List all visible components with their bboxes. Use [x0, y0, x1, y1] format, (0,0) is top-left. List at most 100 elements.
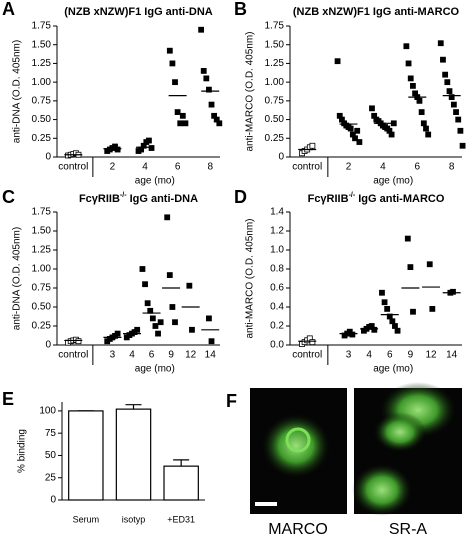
panel-letter: F: [226, 391, 237, 411]
x-tick-label: 4: [142, 162, 148, 173]
data-point: [155, 330, 161, 337]
cell-ring: [285, 427, 311, 453]
y-tick-label: 1.25: [32, 58, 52, 69]
data-point: [450, 288, 456, 295]
x-tick-label: 4: [129, 350, 135, 361]
y-tick-label: 0.2: [270, 321, 284, 332]
y-tick-label: 0.75: [32, 95, 52, 106]
cell: [262, 414, 330, 478]
data-point: [200, 68, 207, 74]
data-point: [450, 101, 457, 108]
data-point: [384, 305, 391, 312]
panel-letter: E: [2, 389, 14, 409]
y-tick-label: 0.50: [32, 114, 52, 125]
y-tick-label: 0: [45, 340, 51, 351]
x-tick-label: 3: [110, 350, 116, 361]
data-point: [206, 315, 212, 322]
x-tick-label: isotyp: [122, 514, 146, 524]
data-point: [189, 326, 195, 333]
title-part: IgG anti-DNA: [127, 193, 199, 205]
y-tick-label: 1.25: [265, 58, 285, 69]
data-point: [203, 75, 210, 82]
y-tick-label: 1.25: [32, 245, 52, 256]
y-tick-label: 100: [39, 406, 56, 417]
data-point: [403, 43, 410, 50]
x-tick-label: control: [292, 350, 322, 361]
x-tick-label: 12: [185, 350, 197, 361]
x-tick-label: 8: [207, 162, 213, 173]
cell: [374, 412, 426, 452]
chart-title: FcγRIIB-/- IgG anti-MARCO: [308, 192, 445, 205]
y-axis-label: % binding: [17, 429, 28, 473]
data-point: [356, 139, 363, 145]
data-point: [166, 47, 173, 54]
data-point: [442, 71, 449, 78]
data-point: [423, 125, 429, 132]
data-point: [146, 137, 152, 144]
data-point: [114, 146, 121, 153]
x-tick-label: 3: [346, 350, 352, 361]
data-point: [309, 339, 316, 346]
x-tick-label: 6: [387, 350, 393, 361]
data-point: [392, 323, 398, 329]
y-tick-label: 25: [45, 472, 57, 483]
data-point: [169, 60, 176, 67]
title-part: IgG anti-MARCO: [355, 193, 445, 205]
data-point: [389, 318, 396, 325]
data-point: [388, 131, 395, 138]
y-tick-label: 1.0: [270, 245, 284, 256]
y-tick-label: 0.50: [265, 114, 285, 125]
bar: [115, 408, 152, 501]
data-point: [172, 319, 178, 326]
y-tick-label: 0.75: [265, 95, 285, 106]
data-point: [208, 101, 215, 108]
data-point: [404, 235, 411, 242]
bar: [163, 465, 199, 501]
data-point: [418, 109, 425, 115]
y-tick-label: 1.2: [270, 226, 284, 237]
data-point: [149, 315, 156, 322]
title-part: -/-: [120, 192, 127, 199]
x-tick-label: 9: [168, 350, 174, 361]
data-point: [182, 120, 189, 127]
chart-title: (NZB xNZW)F1 IgG anti-MARCO: [293, 6, 460, 18]
data-point: [390, 120, 397, 127]
data-point: [416, 97, 423, 104]
y-tick-label: 0.6: [270, 283, 284, 294]
data-point: [352, 135, 358, 142]
y-tick-label: 0.25: [32, 321, 52, 332]
data-point: [437, 40, 444, 47]
data-point: [172, 79, 178, 86]
x-tick-label: 9: [408, 350, 414, 361]
panel-letter: A: [2, 0, 15, 19]
x-tick-label: control: [58, 350, 88, 361]
x-tick-label: 8: [449, 162, 455, 173]
data-point: [425, 131, 432, 138]
panel-letter: B: [234, 0, 247, 19]
y-tick-label: 50: [45, 450, 57, 461]
data-point: [186, 282, 193, 289]
y-axis-label: anti-MARCO (O.D. 405nm): [245, 31, 256, 151]
title-part: FcγRIIB: [79, 193, 120, 205]
x-axis-label: age (mo): [135, 364, 175, 375]
x-tick-label: +ED31: [167, 514, 195, 524]
data-point: [198, 26, 205, 33]
data-point: [144, 300, 151, 307]
data-point: [169, 304, 176, 310]
data-point: [349, 331, 356, 338]
data-point: [440, 56, 446, 63]
data-point: [459, 142, 466, 149]
y-tick-label: 0.0: [270, 340, 284, 351]
y-tick-label: 0: [45, 152, 51, 163]
y-axis-label: anti-MARCO (O.D. 405nm): [245, 218, 256, 338]
y-tick-label: 1.75: [265, 21, 285, 32]
x-axis-label: age (mo): [373, 364, 413, 375]
y-tick-label: 75: [45, 428, 57, 439]
data-point: [453, 109, 459, 115]
data-point: [114, 330, 121, 337]
y-tick-label: 0.25: [265, 133, 285, 144]
data-point: [139, 266, 146, 272]
data-point: [206, 86, 212, 93]
y-tick-label: 1.50: [265, 39, 285, 50]
